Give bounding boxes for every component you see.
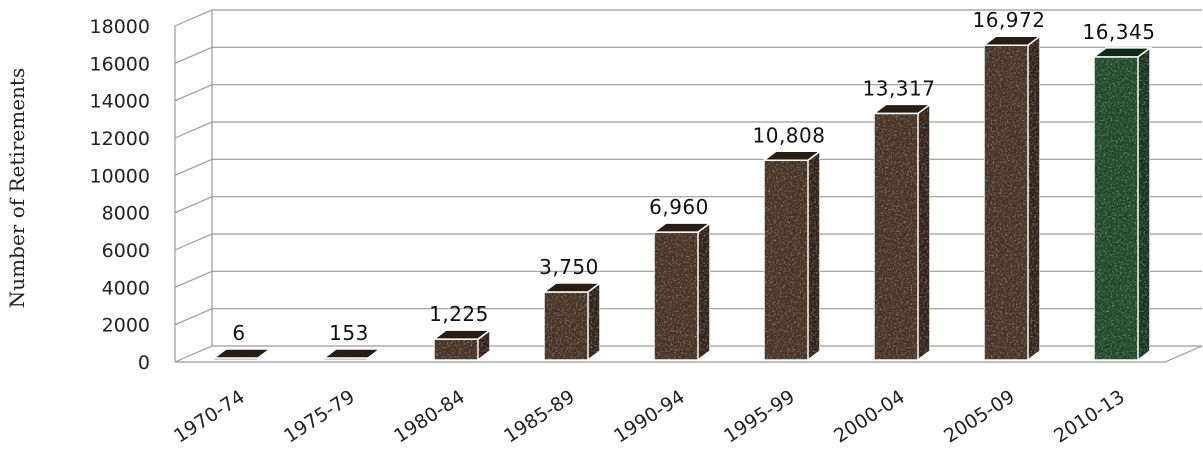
data-label: 13,317: [863, 76, 936, 100]
floor-edge: [175, 345, 1203, 363]
bar-top: [981, 35, 1043, 46]
gridline: [174, 158, 1202, 176]
data-label: 10,808: [753, 123, 826, 147]
gridlines: [174, 9, 1203, 363]
data-label: 3,750: [539, 255, 599, 279]
bar-front: [1093, 56, 1139, 361]
x-tick-label: 1975-79: [280, 386, 359, 448]
bar-side: [697, 221, 711, 362]
bar-top: [541, 282, 603, 293]
bar: [211, 347, 273, 362]
y-tick-label: 4000: [102, 277, 150, 299]
bar-front: [543, 291, 589, 361]
data-label: 16,972: [973, 8, 1046, 32]
y-axis-label: Number of Retirements: [5, 68, 29, 308]
y-tick-label: 16000: [90, 53, 150, 75]
data-label: 153: [329, 321, 369, 345]
bar-side: [587, 281, 601, 362]
x-tick-label: 1970-74: [170, 386, 249, 448]
gridline: [174, 121, 1202, 139]
x-tick-label: 2010-13: [1050, 386, 1129, 448]
bar: [431, 328, 493, 362]
bar-front: [873, 112, 919, 361]
y-tick-label: 10000: [90, 165, 150, 187]
bar: [1091, 46, 1153, 362]
y-tick-label: 18000: [90, 16, 150, 38]
bar-top: [1091, 47, 1153, 58]
bars: [211, 34, 1153, 362]
data-label: 16,345: [1083, 20, 1156, 44]
x-tick-label: 1985-89: [500, 386, 579, 448]
bar-front: [983, 44, 1029, 361]
x-axis-ticks: 1970-74 1975-79 1980-84 1985-89 1990-94 1995-…: [170, 386, 1129, 448]
bar: [761, 149, 823, 362]
x-tick-label: 2000-04: [830, 386, 909, 448]
bar: [651, 221, 713, 362]
bar: [321, 347, 383, 362]
y-tick-label: 8000: [102, 203, 150, 225]
bar-top: [211, 348, 273, 359]
y-tick-label: 6000: [102, 240, 150, 262]
bar: [871, 102, 933, 362]
bar-top: [761, 150, 823, 162]
y-axis-ticks: 0 2000 4000 6000 8000 10000 12000 14000 16000 180…: [90, 16, 150, 374]
bar: [541, 281, 603, 362]
y-tick-label: 0: [138, 352, 150, 374]
bar-top: [321, 348, 383, 359]
bar-top: [651, 222, 713, 233]
x-tick-label: 1995-99: [720, 386, 799, 448]
data-label: 6: [232, 321, 245, 345]
gridline: [174, 46, 1202, 64]
y-tick-label: 12000: [90, 128, 150, 150]
y-tick-label: 2000: [102, 315, 150, 337]
data-labels: 6 153 1,225 3,750 6,960 10,808 13,317 16,972 16,…: [232, 8, 1155, 345]
bar-front: [763, 159, 809, 361]
bar-side: [917, 102, 931, 362]
bar: [981, 34, 1043, 362]
x-tick-label: 1990-94: [610, 386, 689, 448]
bar-top: [871, 103, 933, 115]
x-tick-label: 2005-09: [940, 386, 1019, 448]
bar-front: [653, 231, 699, 361]
data-label: 6,960: [649, 195, 709, 219]
gridline: [174, 84, 1202, 102]
gridline: [174, 9, 1202, 27]
y-tick-label: 14000: [90, 91, 150, 113]
bar-front: [433, 338, 479, 361]
x-tick-label: 1980-84: [390, 386, 469, 448]
data-label: 1,225: [429, 302, 489, 326]
bar-side: [807, 149, 821, 362]
bar-side: [1027, 34, 1041, 362]
bar-top: [431, 329, 493, 340]
bar-side: [1137, 46, 1151, 362]
